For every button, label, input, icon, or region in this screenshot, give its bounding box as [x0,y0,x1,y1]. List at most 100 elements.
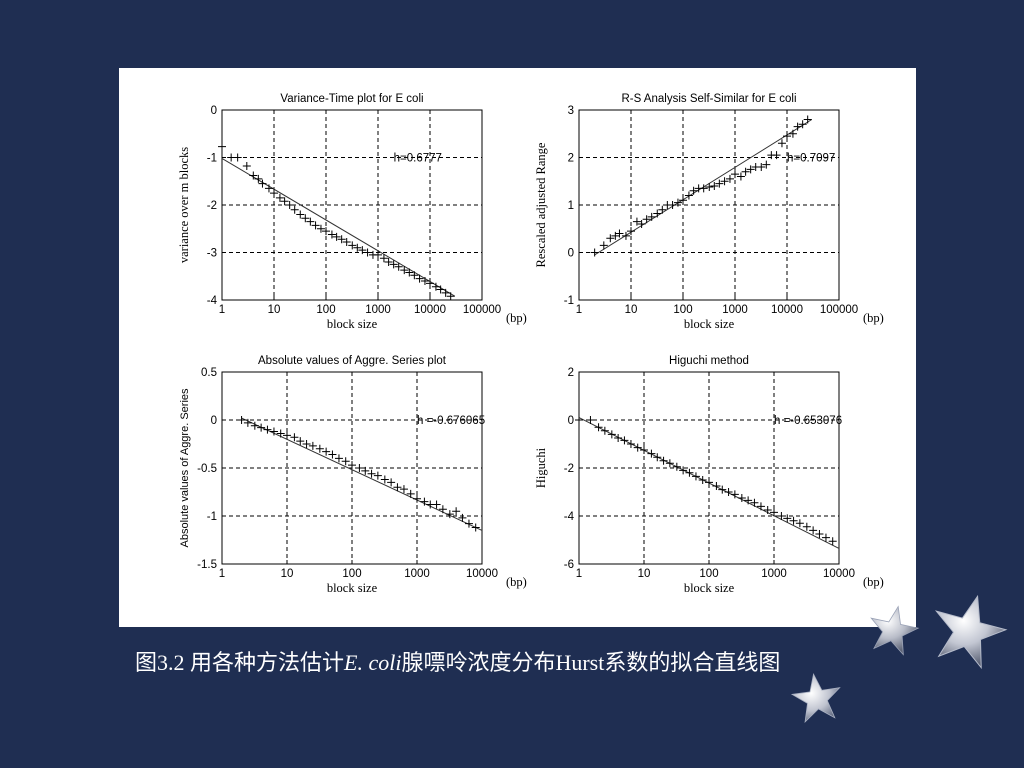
data-point [301,214,310,223]
data-point [283,431,291,440]
y-tick-label: -0.5 [197,463,217,475]
x-axis-label: block size [684,581,735,595]
data-point [233,153,242,162]
data-point [393,483,402,492]
data-point [772,151,781,160]
data-point [363,248,372,257]
x-tick-label: 10000 [466,568,498,580]
data-point [828,537,837,546]
data-point [438,505,447,514]
chart-title: Absolute values of Aggre. Series plot [258,355,447,367]
data-point [269,427,278,436]
y-tick-label: 3 [568,105,574,117]
chart-title: Higuchi method [669,355,749,367]
data-point [358,246,367,255]
data-point [627,227,635,236]
data-point [237,416,246,424]
data-point [250,421,259,430]
data-point [586,416,595,424]
data-point [406,489,415,498]
data-point [665,459,674,468]
data-point [620,436,629,445]
y-tick-label: -4 [564,511,575,523]
data-point [400,266,409,275]
data-point [322,227,330,236]
data-point [715,179,724,188]
data-point [803,115,812,124]
data-point [290,205,299,214]
y-tick-label: -1.5 [197,559,217,571]
data-point [705,182,714,191]
unit-label: (bp) [506,311,527,325]
data-point [793,122,802,131]
data-point [332,232,341,241]
data-point [316,224,325,233]
data-point [724,488,733,496]
star-icon [790,673,841,723]
y-tick-label: 0 [568,415,574,427]
x-tick-label: 1 [576,304,582,316]
y-axis-label: Higuchi [534,447,548,488]
y-tick-label: 0 [211,415,217,427]
data-point [394,262,403,271]
data-point [387,478,396,487]
data-point [730,490,739,499]
data-point [614,434,623,442]
annotation-label: h=0.7097 [787,153,835,165]
data-point [621,231,630,240]
data-point [275,193,284,202]
x-tick-label: 1000 [365,304,391,316]
data-point [296,210,305,219]
data-point [788,129,797,138]
data-point [705,478,713,487]
data-point [296,437,305,446]
data-point [258,179,267,188]
data-point [710,182,719,190]
data-point [756,502,765,511]
data-point [276,429,285,438]
x-tick-label: 100 [316,304,335,316]
data-point [302,440,311,448]
x-axis-label: block size [327,581,378,595]
x-tick-label: 1000 [761,568,787,580]
data-point [257,423,266,432]
data-point [254,174,263,183]
data-point [789,516,798,525]
data-point [637,220,646,228]
data-point [308,441,317,450]
data-point [413,494,421,503]
data-point [441,288,450,297]
y-tick-label: -2 [564,463,574,475]
data-point [640,446,648,454]
x-tick-label: 100 [673,304,692,316]
data-point [290,433,299,442]
chart-4: Higuchi method 1 10 100 1000 10000 -6 -4 -2 0 2 blo… [534,355,884,595]
data-point [446,292,455,301]
data-point [689,186,698,195]
data-point [285,201,294,209]
data-point [594,423,603,432]
data-point [264,184,273,193]
fit-line [221,158,456,297]
data-point [611,231,620,240]
data-point [389,260,398,269]
data-point [744,496,753,505]
data-point [367,469,376,478]
data-point [399,485,408,494]
star-icon [934,594,1008,670]
data-point [672,462,681,471]
data-point [379,254,388,263]
data-point [673,198,682,207]
data-point [361,466,370,475]
data-point [615,229,624,238]
data-point [334,454,343,463]
data-point [798,120,807,129]
x-tick-label: 10 [625,304,638,316]
x-tick-label: 10 [281,568,294,580]
annotation-label: h=0.6777 [394,153,442,165]
data-point [783,514,792,523]
data-point [653,209,662,218]
data-point [795,519,804,528]
data-point [348,241,357,250]
